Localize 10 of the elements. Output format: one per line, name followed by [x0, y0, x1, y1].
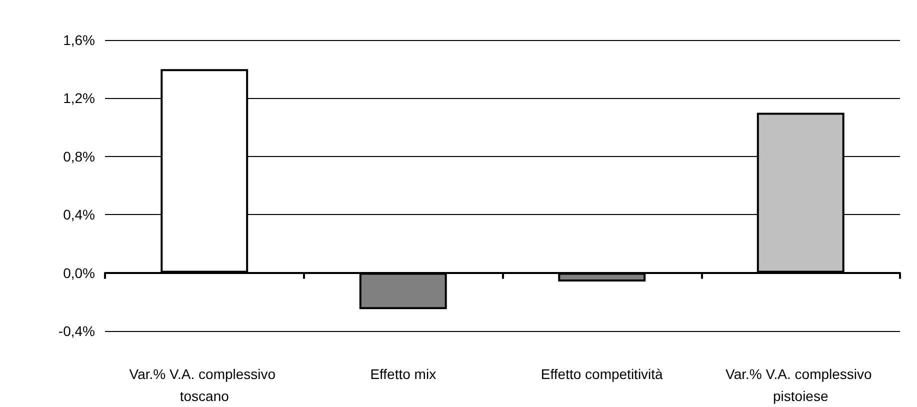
y-tick-label: 0,0%: [63, 264, 95, 281]
x-tick-label: Var.% V.A. complessivo toscano: [129, 366, 280, 404]
y-tick-label: -0,4%: [58, 323, 95, 339]
y-tick-label: 0,4%: [63, 206, 95, 223]
x-tick-label: Effetto mix: [370, 366, 436, 382]
x-tick-label: Effetto competitività: [540, 366, 664, 382]
y-tick-label: 1,2%: [63, 90, 95, 106]
y-tick-label: 0,8%: [63, 148, 95, 164]
x-tick-label: Var.% V.A. complessivo pistoiese: [726, 366, 876, 404]
y-tick-label: 1,6%: [63, 32, 95, 48]
